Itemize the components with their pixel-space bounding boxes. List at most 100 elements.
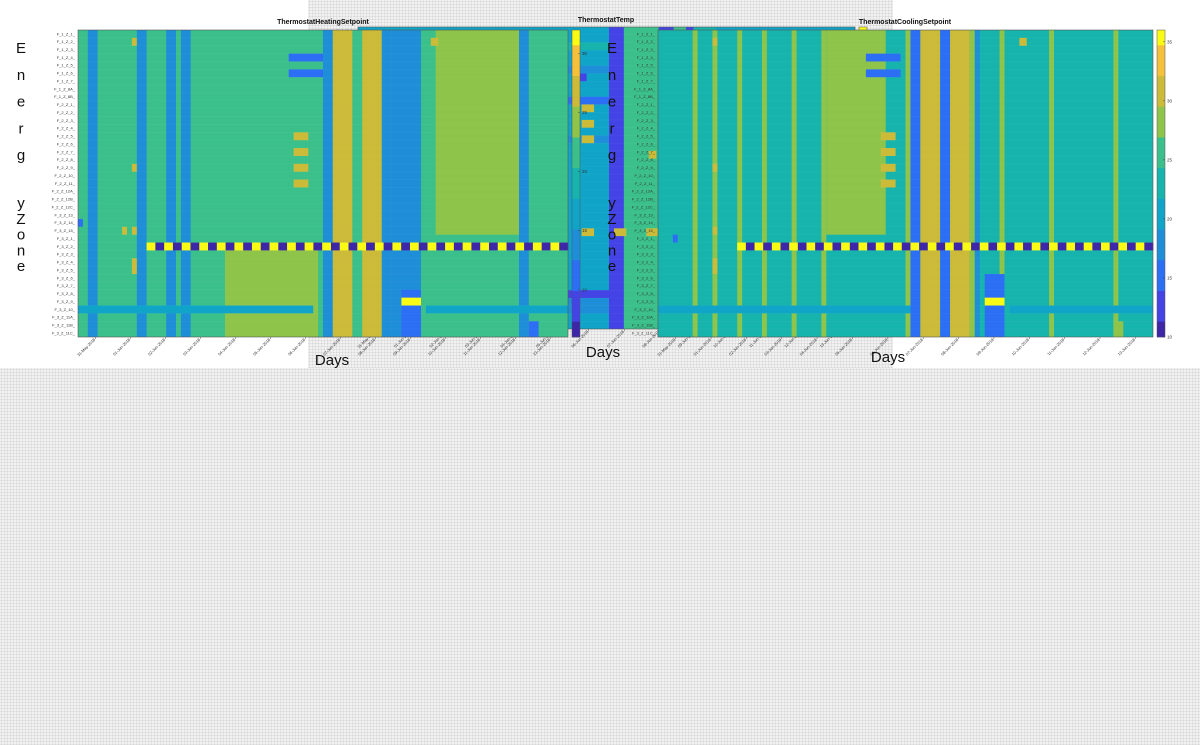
- heatmap-stripe-cell: [823, 242, 833, 251]
- heatmap-cell-block: [712, 37, 718, 46]
- heatmap-cell-block: [78, 218, 83, 227]
- heatmap-cell-block: [613, 228, 627, 237]
- colorbar-segment: [572, 214, 580, 220]
- heatmap-stripe-cell: [988, 242, 998, 251]
- colorbar-segment: [1157, 127, 1165, 133]
- heatmap-band: [940, 30, 951, 337]
- colorbar-border: [571, 29, 581, 338]
- heatmap-stripe-cell: [480, 242, 490, 251]
- colorbar-segment: [572, 86, 580, 92]
- colorbar-segment: [572, 316, 580, 322]
- heatmap-band: [352, 30, 363, 337]
- colorbar-segment: [1157, 229, 1165, 235]
- heatmap-cells: [658, 30, 1154, 337]
- colorbar-segment: [572, 311, 580, 317]
- colorbar: 10 15 20 25 30 35: [1156, 29, 1173, 340]
- ytick-label: F_2_Z_6_: [57, 141, 76, 146]
- colorbar-segment: [1157, 219, 1165, 225]
- heatmap-stripe-cell: [164, 242, 174, 251]
- colorbar-segment: [572, 40, 580, 46]
- heatmap-cell-block: [288, 69, 323, 78]
- thermostat-cooling-setpoint-heatmap: ThermostatCoolingSetpoint F_1_Z_1_ F_1_Z_2…: [607, 19, 1173, 366]
- plot-border: [77, 29, 569, 338]
- heatmap-cell-block: [880, 148, 896, 156]
- heatmap-stripe-cell: [436, 242, 446, 251]
- colorbar-segment: [572, 45, 580, 51]
- heatmap-cell-block: [293, 148, 309, 156]
- heatmap-cell-block: [880, 132, 896, 141]
- colorbar-segment: [1157, 35, 1165, 41]
- colorbar-segment: [1157, 132, 1165, 138]
- colorbar-segment: [572, 183, 580, 189]
- chart-title: ThermostatHeatingSetpoint: [277, 19, 369, 26]
- ytick-label: F_3_Z_11B_: [52, 322, 76, 327]
- ytick-label: F_2_Z_1_: [57, 102, 76, 107]
- chart-title: ThermostatTemp: [578, 17, 634, 24]
- heatmap-stripe-cell: [867, 242, 877, 251]
- ytick-label: F_2_Z_9_: [57, 165, 76, 170]
- heatmap-stripe-cell: [225, 242, 235, 251]
- colorbar-segment: [1157, 326, 1165, 333]
- ytick-label: F_1_Z_8A_: [54, 86, 76, 91]
- colorbar-segment: [1157, 275, 1165, 282]
- colorbar-segment: [1157, 316, 1165, 322]
- ytick-label: F_2_Z_5_: [637, 134, 656, 139]
- ytick-label: F_3_Z_11A_: [632, 315, 656, 320]
- heatmap-stripe-cell: [357, 242, 367, 251]
- heatmap-stripe-cell: [199, 242, 209, 251]
- xlabel: Days: [586, 344, 620, 361]
- heatmap-cell-block: [880, 163, 896, 172]
- heatmap-stripe-cell: [304, 242, 314, 251]
- colorbar-segment: [1157, 239, 1165, 246]
- heatmap-band: [136, 30, 147, 337]
- ytick-label: F_1_Z_1_: [57, 31, 76, 36]
- ytick-label: F_3_Z_3_: [637, 252, 656, 257]
- heatmap-cell-block: [122, 226, 127, 235]
- colorbar-segment: [572, 188, 580, 195]
- heatmap-stripe-cell: [532, 242, 542, 251]
- xtick-label: 04-Jun-2018: [217, 337, 237, 357]
- heatmap-stripe-cell: [789, 242, 799, 251]
- ylabel-letter: g: [608, 147, 616, 164]
- colorbar-segment: [572, 265, 580, 271]
- xlabel: Days: [315, 352, 349, 369]
- colorbar-segment: [572, 137, 580, 143]
- ylabel-letter: E: [16, 40, 26, 57]
- colorbar: 10 15 20 25 30: [571, 29, 588, 338]
- heatmap-stripe-cell: [1066, 242, 1076, 251]
- ytick-label: F_2_Z_4_: [637, 126, 656, 131]
- heatmap-band: [791, 30, 797, 337]
- ytick-label: F_1_Z_8B_: [634, 94, 656, 99]
- heatmap-stripe-cell: [287, 242, 297, 251]
- colorbar-segment: [572, 163, 580, 169]
- heatmap-band: [362, 30, 382, 337]
- ylabel-letter: o: [17, 227, 25, 244]
- ytick-label: F_2_Z_5_: [57, 134, 76, 139]
- ytick-label: F_3_Z_5_: [57, 267, 76, 272]
- ytick-label: F_1_Z_3_: [637, 47, 656, 52]
- colorbar-segment: [572, 275, 580, 282]
- heatmap-stripe-cell: [339, 242, 349, 251]
- heatmap-cell-block: [430, 37, 439, 46]
- heatmap-band: [1113, 30, 1119, 337]
- colorbar-segment: [572, 116, 580, 123]
- thermostat-cooling-setpoint-panel: ThermostatCoolingSetpoint F_1_Z_1_ F_1_Z_2…: [600, 19, 1200, 745]
- colorbar-segment: [572, 76, 580, 82]
- ytick-label: F_2_Z_9_: [637, 165, 656, 170]
- colorbar-segment: [572, 250, 580, 256]
- xtick-label: 13-Jun-2018: [1117, 337, 1137, 357]
- ylabel-letter: y: [17, 195, 25, 212]
- heatmap-band: [712, 30, 718, 337]
- colorbar-tick-label: 20: [1167, 216, 1173, 221]
- ytick-label: F_1_Z_4_: [637, 55, 656, 60]
- heatmap-band: [180, 30, 191, 337]
- ytick-label: F_2_Z_12B_: [52, 197, 76, 202]
- ylabel-letter: e: [17, 94, 25, 111]
- heatmap-stripe-cell: [841, 242, 851, 251]
- colorbar-segment: [1157, 60, 1165, 67]
- heatmap-band: [761, 30, 767, 337]
- colorbar-segment: [1157, 224, 1165, 230]
- heatmap-stripe-cell: [971, 242, 981, 251]
- chart-title: ThermostatCoolingSetpoint: [859, 19, 952, 26]
- colorbar-segment: [1157, 198, 1165, 205]
